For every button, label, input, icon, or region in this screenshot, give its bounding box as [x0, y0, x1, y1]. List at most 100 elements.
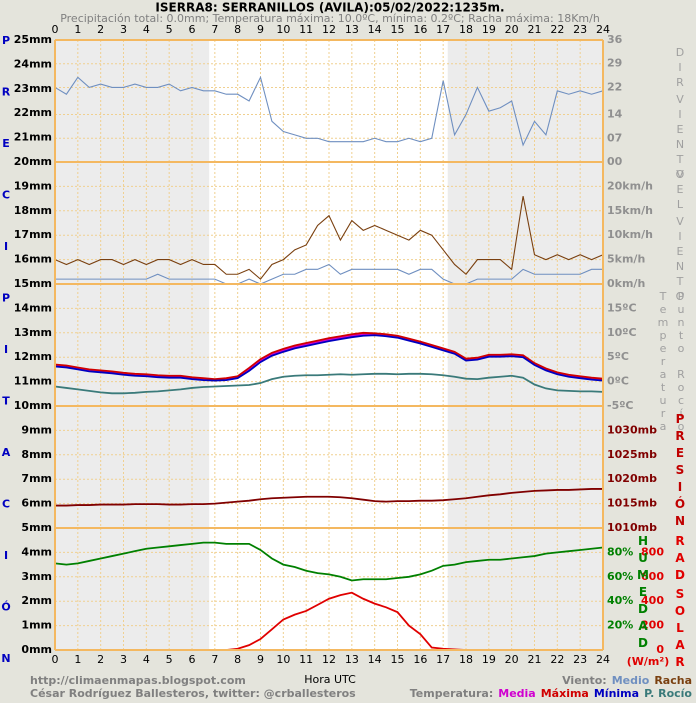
y-tick-label: 22mm	[14, 106, 52, 119]
y-tick-label: 5km/h	[607, 253, 645, 266]
y-tick-label: 36	[607, 33, 623, 46]
y2-tick-label: 0	[656, 643, 664, 656]
x-tick-label: 16	[413, 23, 427, 36]
x-tick-label: 18	[459, 653, 473, 666]
y-tick-label: 20mm	[14, 155, 52, 168]
y-tick-label: 15ºC	[607, 301, 637, 314]
y-tick-label: 19mm	[14, 179, 52, 192]
y-tick-label: 6mm	[21, 497, 52, 510]
y-tick-label: 1030mb	[607, 423, 657, 436]
y-tick-label: 17mm	[14, 228, 52, 241]
y-tick-label: 1010mb	[607, 521, 657, 534]
x-tick-label: 22	[550, 653, 564, 666]
x-tick-label: 4	[143, 23, 150, 36]
y-tick-label: 14	[607, 108, 623, 121]
x-tick-label: 13	[345, 653, 359, 666]
x-tick-label: 10	[276, 653, 290, 666]
x-tick-label: 20	[505, 23, 519, 36]
legend: Viento: Medio Racha	[562, 674, 692, 687]
series-line	[55, 263, 603, 285]
night-shade	[447, 40, 603, 650]
y-tick-label: 11mm	[14, 375, 52, 388]
x-tick-label: 7	[211, 653, 218, 666]
x-tick-label: 23	[573, 653, 587, 666]
x-tick-label: 17	[436, 23, 450, 36]
x-tick-label: 8	[234, 653, 241, 666]
x-tick-label: 1	[74, 23, 81, 36]
y-tick-label: 0ºC	[607, 375, 629, 388]
series-line	[55, 488, 603, 507]
y-tick-label: 1mm	[21, 619, 52, 632]
chart-subtitle: Precipitación total: 0.0mm; Temperatura …	[60, 12, 600, 25]
x-tick-label: 3	[120, 653, 127, 666]
x-tick-label: 19	[482, 653, 496, 666]
x-tick-label: 14	[368, 653, 382, 666]
y2-tick-label: 800	[641, 545, 664, 558]
x-tick-label: 5	[166, 23, 173, 36]
x-tick-label: 23	[573, 23, 587, 36]
y-tick-label: 15km/h	[607, 204, 653, 217]
x-tick-label: 6	[189, 653, 196, 666]
y-tick-label: 10mm	[14, 399, 52, 412]
y2-tick-label: 200	[641, 619, 664, 632]
y-tick-label: 5mm	[21, 521, 52, 534]
y-tick-label: 22	[607, 80, 622, 93]
y-tick-label: 40%	[607, 594, 633, 607]
y-axis-label: PRECIPITACIÓN	[0, 34, 13, 703]
x-tick-label: 8	[234, 23, 241, 36]
y-tick-label: 25mm	[14, 33, 52, 46]
y2-unit: (W/m²)	[627, 655, 670, 668]
series-line	[54, 196, 604, 280]
x-tick-label: 19	[482, 23, 496, 36]
panel-label: VIENTO	[674, 93, 687, 183]
legend-entry: Media	[498, 687, 535, 700]
x-tick-label: 14	[368, 23, 382, 36]
x-tick-label: 9	[257, 23, 264, 36]
x-axis-label: Hora UTC	[304, 673, 356, 686]
series-line	[54, 372, 604, 395]
series-line	[54, 333, 604, 382]
y-tick-label: 12mm	[14, 350, 52, 363]
x-tick-label: 15	[391, 653, 405, 666]
x-tick-label: 17	[436, 653, 450, 666]
panel-label: RAD	[673, 534, 687, 585]
x-tick-label: 0	[52, 653, 59, 666]
chart-title: ISERRA8: SERRANILLOS (AVILA):05/02/2022:…	[155, 1, 504, 15]
legend-label: Viento:	[562, 674, 607, 687]
y-tick-label: 21mm	[14, 131, 52, 144]
series-line	[54, 331, 604, 381]
series-line	[54, 541, 604, 582]
x-tick-label: 12	[322, 653, 336, 666]
x-tick-label: 10	[276, 23, 290, 36]
y-tick-label: 24mm	[14, 57, 52, 70]
y-tick-label: 1020mb	[607, 472, 657, 485]
y-tick-label: 18mm	[14, 204, 52, 217]
x-tick-label: 2	[97, 23, 104, 36]
y-tick-label: 0km/h	[607, 277, 645, 290]
panel-label: VIENTO	[674, 215, 687, 305]
legend-entry: Racha	[654, 674, 692, 687]
night-shade	[55, 40, 210, 650]
y-tick-label: 10km/h	[607, 228, 653, 241]
panel-label: HUMEDAD	[636, 534, 650, 653]
x-tick-label: 7	[211, 23, 218, 36]
footer: César Rodríguez Ballesteros, twitter: @c…	[30, 687, 356, 700]
y-tick-label: 0mm	[21, 643, 52, 656]
y-tick-label: 16mm	[14, 253, 52, 266]
x-tick-label: 24	[596, 23, 610, 36]
y-tick-label: 1025mb	[607, 448, 657, 461]
x-tick-label: 22	[550, 23, 564, 36]
legend-label: Temperatura:	[410, 687, 493, 700]
y-tick-label: 13mm	[14, 326, 52, 339]
panel-label: Punto Rocío	[675, 290, 688, 433]
panel-label: VEL	[674, 168, 687, 213]
series-line	[54, 75, 604, 147]
y-tick-label: 15mm	[14, 277, 52, 290]
x-tick-label: 11	[299, 653, 313, 666]
panel-label: Temperatura	[657, 290, 670, 433]
x-tick-label: 21	[528, 23, 542, 36]
x-tick-label: 18	[459, 23, 473, 36]
y-tick-label: 1015mb	[607, 497, 657, 510]
y-tick-label: 07	[607, 131, 622, 144]
